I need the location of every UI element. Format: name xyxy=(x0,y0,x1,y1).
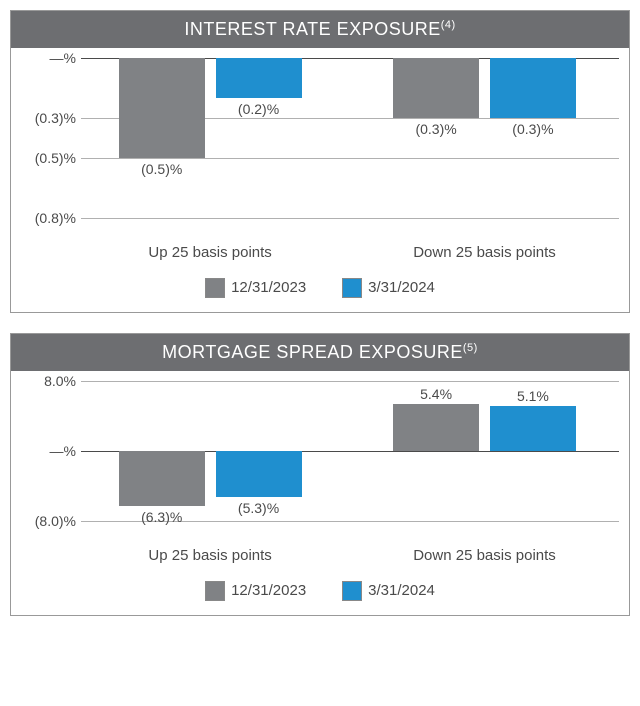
bar-value-label: 5.1% xyxy=(490,388,576,404)
y-tick-label: (0.3)% xyxy=(21,110,76,126)
legend-swatch-a xyxy=(205,581,225,601)
bar-a xyxy=(119,451,205,506)
footnote-ref: (5) xyxy=(463,342,478,354)
panel-title: MORTGAGE SPREAD EXPOSURE(5) xyxy=(11,334,629,371)
y-tick-label: (8.0)% xyxy=(21,513,76,529)
legend-label-a: 12/31/2023 xyxy=(231,279,306,296)
footnote-ref: (4) xyxy=(441,19,456,31)
y-tick-label: 8.0% xyxy=(21,373,76,389)
title-text: MORTGAGE SPREAD EXPOSURE xyxy=(162,342,463,362)
x-axis-labels: Up 25 basis points Down 25 basis points xyxy=(81,238,619,268)
bar-a xyxy=(393,58,479,118)
legend-label-b: 3/31/2024 xyxy=(368,279,435,296)
bar-a xyxy=(393,404,479,451)
bar-b xyxy=(216,58,302,98)
bars-container: (0.5)% (0.2)% (0.3)% (0.3)% xyxy=(81,58,619,218)
bars-container: (6.3)%(5.3)%5.4%5.1% xyxy=(81,381,619,521)
gridline xyxy=(81,218,619,219)
bar-value-label: (0.2)% xyxy=(216,101,302,117)
bar-b xyxy=(490,58,576,118)
legend-swatch-b xyxy=(342,278,362,298)
legend-label-b: 3/31/2024 xyxy=(368,582,435,599)
bar-value-label: (0.5)% xyxy=(119,161,205,177)
plot-area: 8.0% —% (8.0)% (6.3)% (5.3)% 5.4% 5.1% xyxy=(11,371,629,541)
plot-area: —%(0.3)%(0.5)%(0.8)%(0.5)%(0.2)%(0.3)%(0… xyxy=(11,48,629,238)
x-tick-label: Up 25 basis points xyxy=(148,547,271,564)
legend-item-a: 12/31/2023 xyxy=(205,278,306,298)
bar-b xyxy=(490,406,576,451)
y-tick-label: —% xyxy=(21,50,76,66)
y-tick-label: (0.8)% xyxy=(21,210,76,226)
x-tick-label: Up 25 basis points xyxy=(148,244,271,261)
bar-value-label: (0.3)% xyxy=(490,121,576,137)
y-tick-label: (0.5)% xyxy=(21,150,76,166)
legend-item-a: 12/31/2023 xyxy=(205,581,306,601)
bar-value-label: (5.3)% xyxy=(216,500,302,516)
x-tick-label: Down 25 basis points xyxy=(413,547,556,564)
bar-b xyxy=(216,451,302,497)
legend-label-a: 12/31/2023 xyxy=(231,582,306,599)
legend-item-b: 3/31/2024 xyxy=(342,278,435,298)
bar-value-label: 5.4% xyxy=(393,386,479,402)
y-tick-label: —% xyxy=(21,443,76,459)
title-text: INTEREST RATE EXPOSURE xyxy=(184,19,440,39)
legend-item-b: 3/31/2024 xyxy=(342,581,435,601)
legend: 12/31/2023 3/31/2024 xyxy=(11,571,629,615)
chart-panel: INTEREST RATE EXPOSURE(4)—%(0.3)%(0.5)%(… xyxy=(10,10,630,313)
bar-a xyxy=(119,58,205,158)
legend-swatch-a xyxy=(205,278,225,298)
bar-value-label: (0.3)% xyxy=(393,121,479,137)
x-axis-labels: Up 25 basis points Down 25 basis points xyxy=(81,541,619,571)
x-tick-label: Down 25 basis points xyxy=(413,244,556,261)
legend-swatch-b xyxy=(342,581,362,601)
chart-panel: MORTGAGE SPREAD EXPOSURE(5) 8.0% —% (8.0)% (… xyxy=(10,333,630,616)
legend: 12/31/2023 3/31/2024 xyxy=(11,268,629,312)
bar-value-label: (6.3)% xyxy=(119,509,205,525)
panel-title: INTEREST RATE EXPOSURE(4) xyxy=(11,11,629,48)
